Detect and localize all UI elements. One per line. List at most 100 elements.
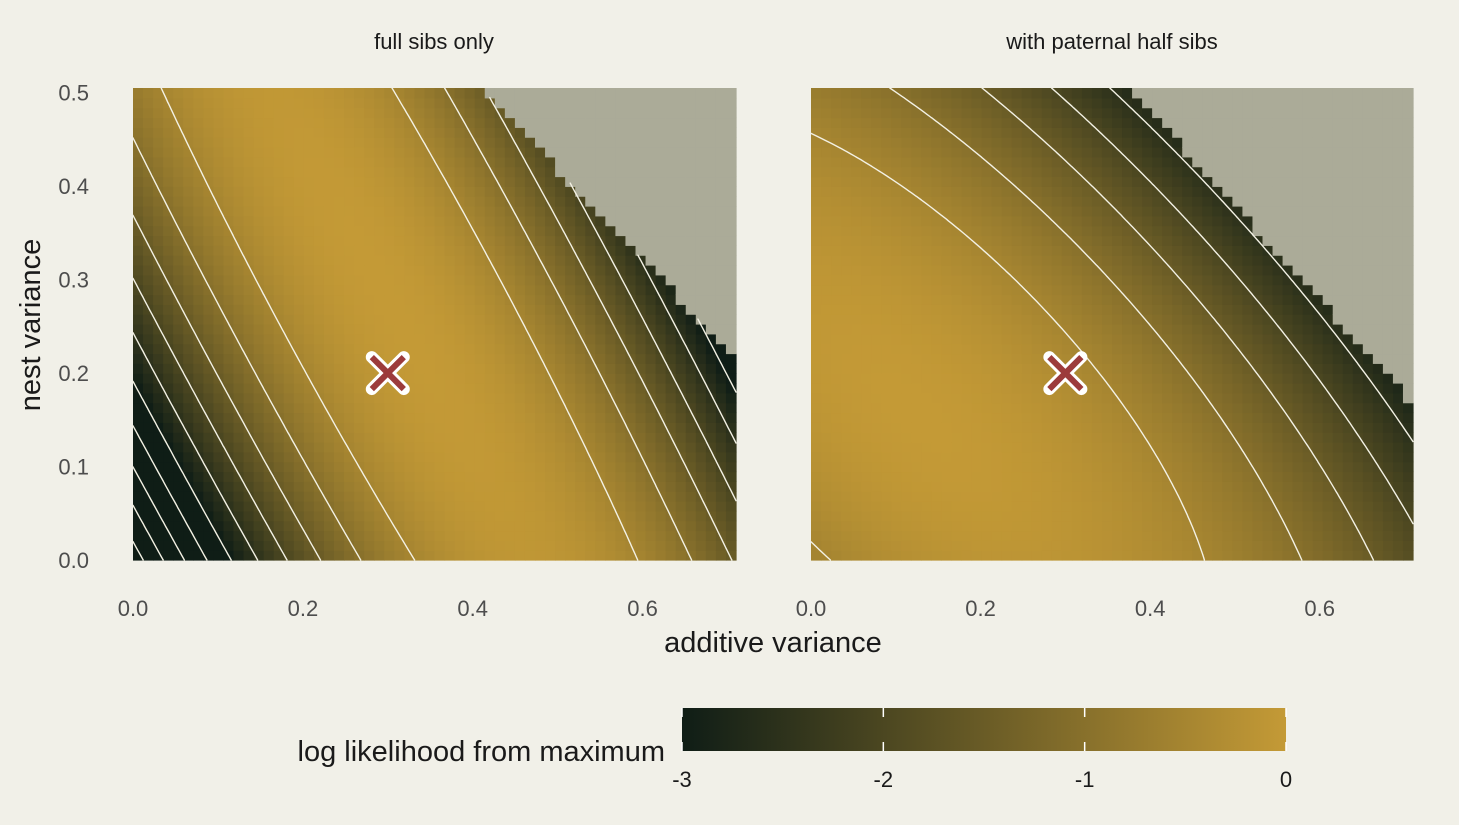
heatmap-cell	[233, 402, 245, 414]
heatmap-cell	[705, 481, 717, 492]
heatmap-cell	[253, 176, 265, 187]
heatmap-cell	[991, 215, 1003, 227]
heatmap-cell	[811, 196, 822, 207]
heatmap-cell	[605, 284, 616, 296]
heatmap-cell	[344, 550, 355, 561]
heatmap-cell	[1162, 156, 1173, 168]
heatmap-cell	[344, 206, 355, 217]
heatmap-cell	[313, 304, 325, 315]
heatmap-cell	[233, 314, 245, 325]
heatmap-cell	[514, 363, 526, 374]
heatmap-cell	[655, 117, 667, 128]
heatmap-cell	[1091, 451, 1103, 463]
heatmap-cell	[535, 265, 546, 276]
heatmap-cell	[871, 284, 882, 296]
heatmap-cell	[504, 363, 516, 374]
heatmap-cell	[464, 186, 476, 197]
heatmap-cell	[921, 88, 932, 99]
heatmap-cell	[334, 117, 345, 128]
heatmap-cell	[283, 422, 295, 433]
heatmap-cell	[153, 412, 164, 423]
heatmap-cell	[931, 392, 943, 404]
heatmap-cell	[444, 274, 456, 286]
heatmap-cell	[283, 304, 295, 315]
heatmap-cell	[474, 206, 486, 217]
contour-line	[132, 504, 164, 561]
heatmap-cell	[725, 147, 737, 158]
heatmap-cell	[821, 314, 832, 325]
heatmap-cell	[424, 127, 436, 138]
heatmap-cell	[841, 510, 852, 522]
heatmap-cell	[303, 343, 315, 355]
heatmap-cell	[841, 481, 852, 492]
heatmap-cell	[323, 245, 335, 256]
heatmap-cell	[1212, 383, 1223, 394]
heatmap-cell	[1182, 225, 1193, 237]
heatmap-cell	[1172, 314, 1183, 325]
heatmap-cell	[133, 353, 144, 364]
heatmap-cell	[434, 235, 446, 246]
heatmap-cell	[1202, 451, 1213, 463]
heatmap-cell	[645, 363, 657, 374]
heatmap-cell	[595, 510, 606, 522]
heatmap-cell	[354, 383, 365, 394]
heatmap-cell	[303, 432, 315, 443]
heatmap-cell	[725, 274, 737, 286]
heatmap-cell	[1132, 422, 1143, 433]
heatmap-cell	[1212, 284, 1223, 296]
heatmap-cell	[1162, 107, 1173, 119]
heatmap-cell	[203, 88, 214, 99]
heatmap-cell	[354, 353, 365, 364]
heatmap-cell	[1001, 491, 1013, 502]
heatmap-cell	[223, 147, 235, 158]
heatmap-cell	[374, 530, 385, 541]
heatmap-cell	[821, 491, 832, 502]
heatmap-cell	[283, 176, 295, 187]
heatmap-cell	[143, 343, 154, 355]
heatmap-cell	[981, 392, 993, 404]
heatmap-cell	[695, 206, 707, 217]
heatmap-cell	[364, 491, 375, 502]
heatmap-cell	[705, 461, 717, 473]
heatmap-cell	[1192, 97, 1203, 109]
heatmap-cell	[705, 314, 717, 325]
heatmap-cell	[585, 304, 596, 315]
heatmap-cell	[183, 363, 194, 374]
heatmap-cell	[1152, 88, 1163, 99]
heatmap-cell	[841, 392, 852, 404]
heatmap-cell	[921, 422, 932, 433]
heatmap-cell	[374, 166, 385, 178]
heatmap-cell	[1051, 215, 1063, 227]
heatmap-cell	[1041, 274, 1053, 286]
heatmap-cell	[1232, 284, 1244, 296]
heatmap-cell	[1031, 471, 1043, 482]
heatmap-cell	[535, 520, 546, 532]
heatmap-cell	[1172, 156, 1183, 168]
heatmap-cell	[1142, 491, 1153, 502]
heatmap-cell	[971, 97, 983, 109]
heatmap-cell	[961, 284, 973, 296]
heatmap-cell	[1182, 343, 1193, 355]
heatmap-cell	[444, 314, 456, 325]
heatmap-cell	[303, 97, 315, 109]
heatmap-cell	[981, 127, 993, 138]
heatmap-cell	[354, 530, 365, 541]
heatmap-cell	[424, 176, 436, 187]
heatmap-cell	[1242, 363, 1254, 374]
heatmap-cell	[1212, 363, 1223, 374]
heatmap-cell	[484, 412, 496, 423]
heatmap-cell	[454, 166, 466, 178]
heatmap-cell	[494, 481, 506, 492]
heatmap-cell	[1031, 304, 1043, 315]
heatmap-cell	[605, 274, 616, 286]
heatmap-cell	[504, 196, 516, 207]
heatmap-cell	[454, 304, 466, 315]
heatmap-cell	[1142, 353, 1153, 364]
heatmap-cell	[313, 461, 325, 473]
heatmap-cell	[1222, 166, 1233, 178]
heatmap-cell	[981, 147, 993, 158]
heatmap-cell	[655, 422, 667, 433]
heatmap-cell	[484, 265, 496, 276]
heatmap-cell	[344, 97, 355, 109]
heatmap-cell	[1112, 225, 1123, 237]
